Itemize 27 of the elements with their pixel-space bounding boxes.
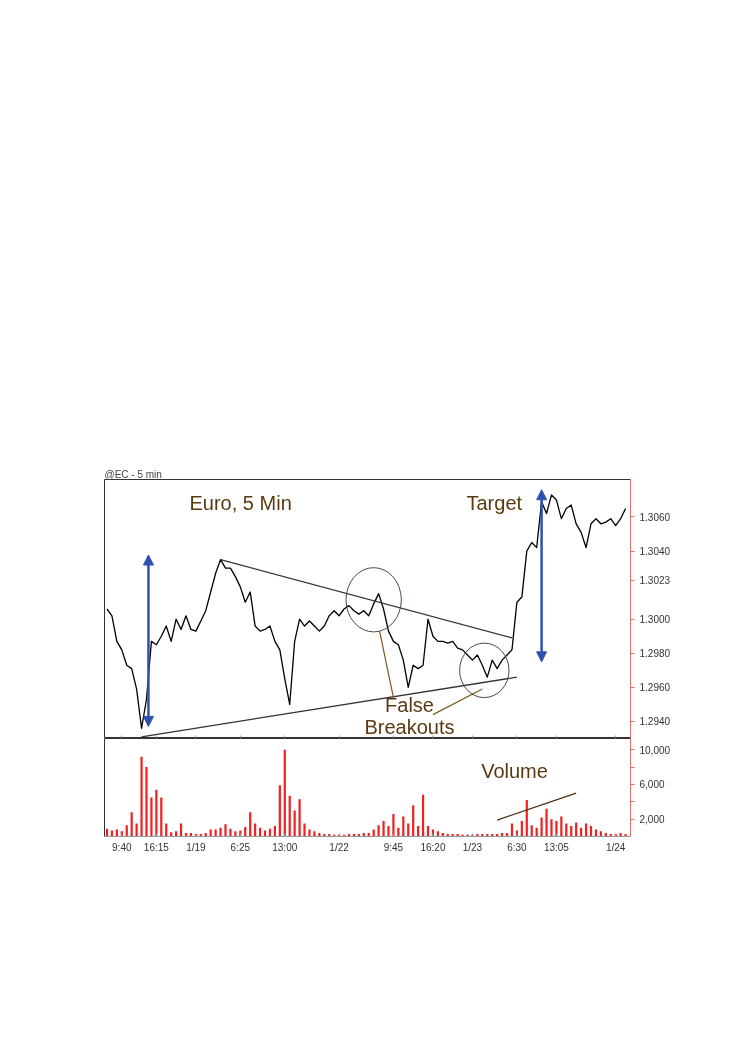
annotation: Volume: [481, 759, 548, 782]
chart-title: @EC - 5 min: [104, 468, 162, 480]
x-tick-label: 16:15: [143, 841, 170, 853]
annotation: False Breakouts: [364, 693, 455, 738]
x-tick-label: 13:05: [543, 841, 570, 853]
x-tick-label: 16:20: [420, 841, 446, 853]
y-tick-label: 1.2980: [639, 648, 671, 660]
x-tick-label: 1/24: [605, 841, 626, 853]
x-tick-label: 9:45: [383, 841, 404, 853]
y-tick-label: 2,000: [639, 814, 665, 826]
y-tick-label: 10,000: [639, 744, 671, 756]
x-tick-label: 1/19: [186, 841, 207, 853]
y-tick-label: 1.3060: [639, 511, 671, 523]
y-tick-label: 1.3000: [639, 614, 671, 626]
x-tick-label: 1/23: [462, 841, 483, 853]
x-tick-label: 6:30: [507, 841, 528, 853]
x-tick-label: 13:00: [272, 841, 298, 853]
y-tick-label: 1.3023: [639, 575, 671, 587]
y-tick-label: 1.2960: [639, 682, 671, 694]
x-tick-label: 9:40: [112, 841, 132, 853]
x-tick-label: 1/22: [329, 841, 350, 853]
y-tick-label: 1.3040: [639, 546, 671, 558]
y-tick-label: 6,000: [639, 779, 665, 791]
x-tick-label: 6:25: [230, 841, 251, 853]
annotation: Euro, 5 Min: [189, 491, 292, 514]
y-tick-label: 1.2940: [639, 716, 671, 728]
annotation: Target: [466, 491, 523, 514]
